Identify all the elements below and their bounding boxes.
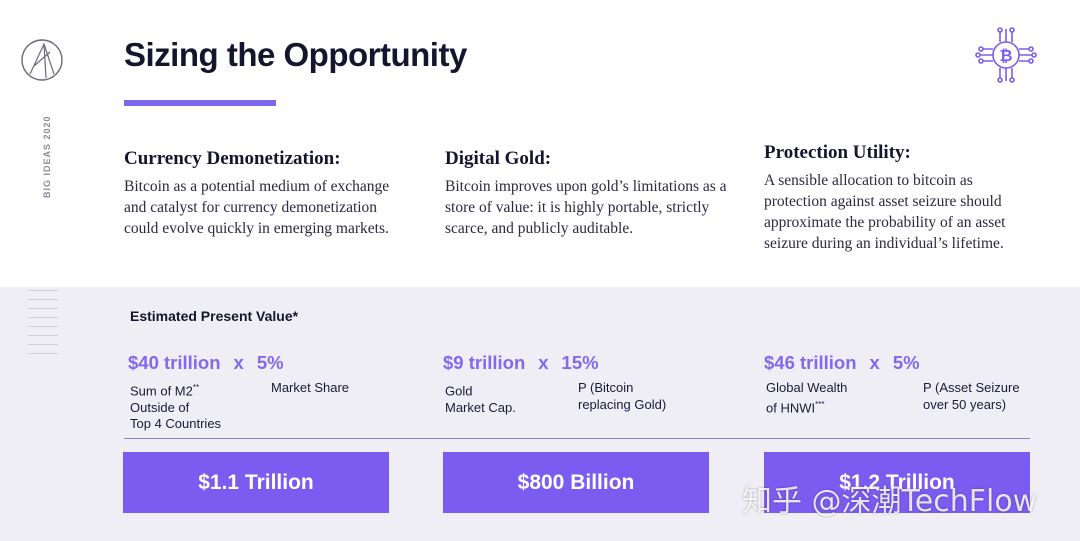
column-heading: Currency Demonetization:	[124, 148, 341, 169]
footnote-mark: ***	[815, 399, 825, 409]
metric-label-b: P (Bitcoin replacing Gold)	[578, 380, 667, 412]
metric-percent: 15%	[561, 352, 599, 373]
column-digital-gold: Digital Gold: Bitcoin improves upon gold…	[445, 148, 735, 239]
metric-label-b: P (Asset Seizure over 50 years)	[923, 380, 1020, 412]
metric-value: $9 trillion	[443, 352, 526, 373]
top-section	[0, 0, 1080, 287]
column-protection-utility: Protection Utility: A sensible allocatio…	[764, 142, 1039, 254]
metric-protection: $46 trillion x 5%	[764, 352, 920, 374]
column-heading: Digital Gold:	[445, 148, 552, 169]
metric-percent: 5%	[256, 352, 284, 373]
metric-value: $40 trillion	[128, 352, 221, 373]
metric-gold: $9 trillion x 15%	[443, 352, 599, 374]
divider-line	[124, 438, 1030, 439]
footnote-mark: **	[192, 383, 200, 392]
result-box-currency: $1.1 Trillion	[123, 452, 389, 513]
metric-label-a: Global Wealth of HNWI***	[766, 380, 847, 416]
decorative-lines	[28, 290, 58, 362]
label-text: Market Cap.	[445, 399, 516, 415]
label-text: Global Wealth	[766, 380, 848, 395]
multiply-sign: x	[233, 352, 244, 373]
metric-currency: $40 trillion x 5%	[128, 352, 284, 374]
metric-value: $46 trillion	[764, 352, 857, 373]
bitcoin-circuit-icon: ₿	[975, 27, 1037, 83]
watermark: 知乎 @深潮TechFlow	[742, 484, 1038, 519]
label-text: of HNWI	[766, 399, 816, 415]
label-text: Sum of M2	[130, 383, 193, 399]
svg-text:₿: ₿	[999, 46, 1012, 65]
result-box-protection: $1.2 Trillion	[764, 452, 1030, 513]
estimate-label: Estimated Present Value*	[130, 308, 299, 324]
column-body: Bitcoin improves upon gold’s limitations…	[445, 178, 727, 237]
column-body: Bitcoin as a potential medium of exchang…	[124, 178, 390, 237]
label-text: Gold	[445, 383, 473, 399]
column-heading: Protection Utility:	[764, 142, 911, 163]
label-text: Outside of Top 4 Countries	[130, 399, 222, 432]
metric-label-a: Sum of M2** Outside of Top 4 Countries	[130, 380, 221, 433]
title-underline	[124, 100, 276, 106]
multiply-sign: x	[869, 352, 880, 373]
multiply-sign: x	[538, 352, 549, 373]
sidebar-label: BIG IDEAS 2020	[42, 115, 52, 198]
ark-logo-icon	[21, 39, 63, 81]
column-currency-demonetization: Currency Demonetization: Bitcoin as a po…	[124, 148, 414, 239]
page-title: Sizing the Opportunity	[124, 36, 467, 73]
metric-label-a: Gold Market Cap.	[445, 380, 516, 416]
column-body: A sensible allocation to bitcoin as prot…	[764, 172, 1006, 252]
metric-percent: 5%	[892, 352, 920, 373]
result-box-gold: $800 Billion	[443, 452, 709, 513]
metric-label-b: Market Share	[271, 380, 350, 395]
